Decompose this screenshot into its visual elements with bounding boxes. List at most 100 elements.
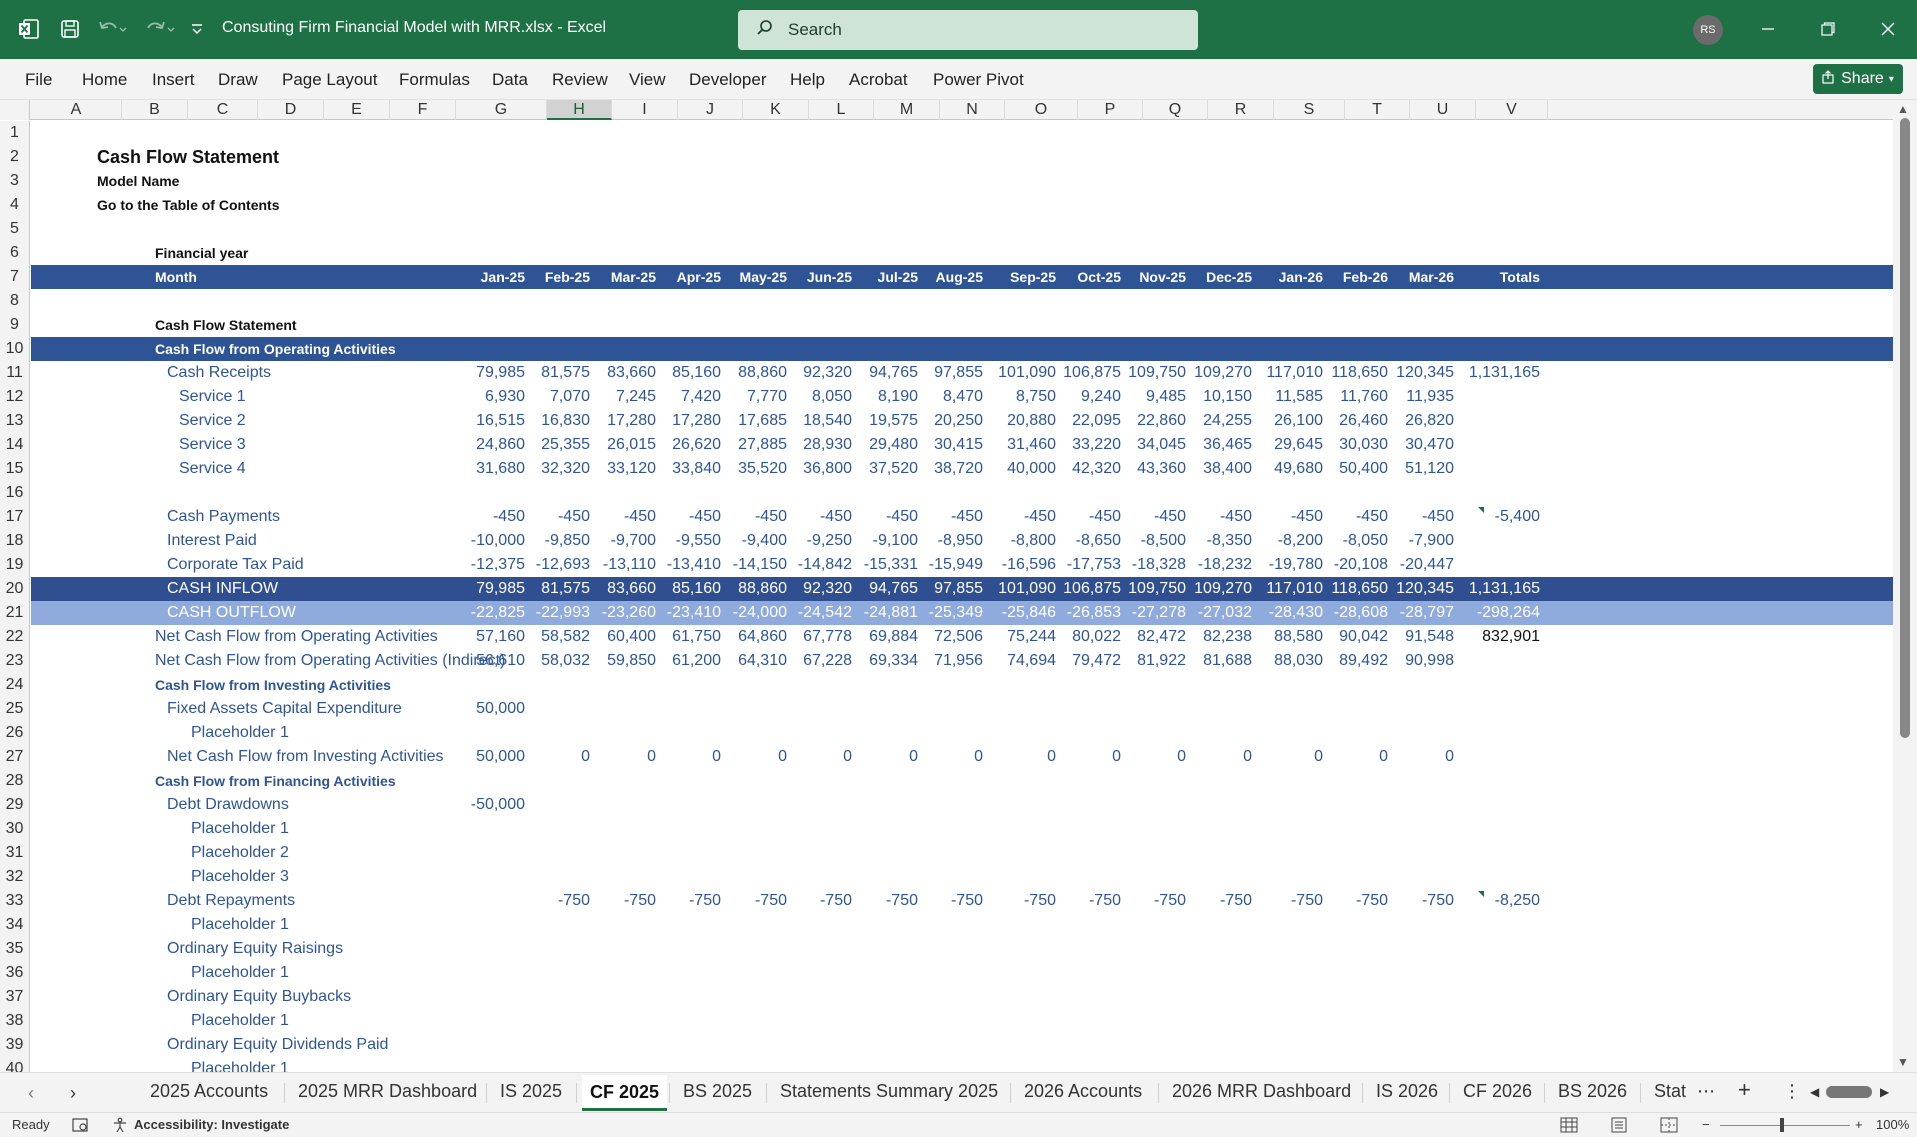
value-cell[interactable]: -14,150 [732,556,787,573]
value-cell[interactable]: 92,320 [803,580,852,597]
menu-acrobat[interactable]: Acrobat [849,70,908,89]
add-sheet-icon[interactable]: + [1738,1077,1751,1102]
value-cell[interactable]: 109,750 [1128,364,1186,381]
scroll-up-icon[interactable]: ▲ [1897,102,1909,116]
minimize-icon[interactable] [1748,14,1788,44]
scroll-down-icon[interactable]: ▼ [1897,1055,1909,1069]
options-icon[interactable]: ⋮ [1783,1081,1801,1101]
value-cell[interactable]: -28,797 [1399,604,1454,621]
page-layout-view-icon[interactable] [1610,1117,1628,1136]
value-cell[interactable]: 89,492 [1339,652,1388,669]
menu-file[interactable]: File [25,70,53,89]
value-cell[interactable]: 17,685 [738,412,787,429]
value-cell[interactable]: -450 [688,508,721,525]
value-cell[interactable]: 19,575 [869,412,918,429]
value-cell[interactable]: 88,860 [738,580,787,597]
menu-page-layout[interactable]: Page Layout [282,70,378,89]
column-header-i[interactable]: I [612,100,678,120]
value-cell[interactable]: 67,228 [803,652,852,669]
row-header[interactable]: 40 [0,1057,30,1072]
value-cell[interactable]: -8,650 [1075,532,1121,549]
row-label[interactable]: Placeholder 1 [191,820,289,837]
value-cell[interactable]: -450 [623,508,656,525]
row-label[interactable]: Placeholder 1 [191,1012,289,1029]
row-label[interactable]: Financial year [155,245,249,261]
accessibility-icon[interactable] [112,1117,128,1136]
menu-data[interactable]: Data [492,70,528,89]
value-cell[interactable]: 40,000 [1007,460,1056,477]
column-header-l[interactable]: L [809,100,874,120]
row-label[interactable]: Service 3 [179,436,246,453]
menu-view[interactable]: View [629,70,666,89]
value-cell[interactable]: 8,750 [1015,388,1056,405]
row-header[interactable]: 25 [0,697,30,721]
row-label[interactable]: Cash Receipts [167,364,272,381]
value-cell[interactable]: -750 [885,892,918,909]
value-cell[interactable]: 17,280 [672,412,721,429]
value-cell[interactable]: 7,070 [549,388,590,405]
value-cell[interactable]: 7,245 [615,388,656,405]
value-cell[interactable]: Feb-25 [544,269,590,285]
row-label[interactable]: CASH OUTFLOW [167,604,296,621]
value-cell[interactable]: 0 [712,748,721,765]
value-cell[interactable]: 49,680 [1274,460,1323,477]
menu-home[interactable]: Home [82,70,128,89]
row-label[interactable]: Net Cash Flow from Operating Activities … [155,652,506,669]
hscroll-right-icon[interactable]: ▶ [1880,1085,1890,1099]
row-label[interactable]: Service 4 [179,460,246,477]
value-cell[interactable]: 33,840 [672,460,721,477]
zoom-slider-knob[interactable] [1780,1118,1784,1132]
value-cell[interactable]: 0 [778,748,787,765]
sheet-tab-statements-summary-2025[interactable]: Statements Summary 2025 [780,1081,999,1101]
value-cell[interactable]: 30,470 [1405,436,1454,453]
value-cell[interactable]: 60,400 [607,628,656,645]
value-cell[interactable]: 9,240 [1080,388,1121,405]
select-all-corner[interactable] [0,100,30,120]
value-cell[interactable]: 25,355 [541,436,590,453]
value-cell[interactable]: 0 [1047,748,1056,765]
value-cell[interactable]: 0 [647,748,656,765]
row-header[interactable]: 14 [0,433,30,457]
menu-formulas[interactable]: Formulas [399,70,470,89]
row-header[interactable]: 2 [0,145,30,169]
column-header-j[interactable]: J [678,100,743,120]
value-cell[interactable]: 59,850 [607,652,656,669]
tab-scroll-right-icon[interactable]: › [70,1083,76,1103]
sheet-tab-bs-2026[interactable]: BS 2026 [1558,1081,1628,1101]
value-cell[interactable]: 82,472 [1137,628,1186,645]
column-header-e[interactable]: E [324,100,390,120]
value-cell[interactable]: 6,930 [484,388,525,405]
value-cell[interactable]: 106,875 [1063,364,1121,381]
value-cell[interactable]: 81,575 [541,364,590,381]
row-label[interactable]: Cash Payments [167,508,280,525]
value-cell[interactable]: -450 [950,508,983,525]
value-cell[interactable]: Nov-25 [1139,269,1186,285]
row-header[interactable]: 19 [0,553,30,577]
value-cell[interactable]: -9,850 [544,532,590,549]
row-label[interactable]: Service 1 [179,388,246,405]
sheet-tab-is-2025[interactable]: IS 2025 [500,1081,563,1101]
sheet-tab-2026-mrr-dashboard[interactable]: 2026 MRR Dashboard [1172,1081,1352,1101]
column-header-o[interactable]: O [1005,100,1078,120]
row-label[interactable]: Month [155,269,197,285]
value-cell[interactable]: 27,885 [738,436,787,453]
row-header[interactable]: 23 [0,649,30,673]
value-cell[interactable]: -12,375 [470,556,525,573]
row-header[interactable]: 34 [0,913,30,937]
value-cell[interactable]: 67,778 [803,628,852,645]
sheet-tab-2025-accounts[interactable]: 2025 Accounts [150,1081,269,1101]
value-cell[interactable]: 0 [1445,748,1454,765]
tab-scroll-left-icon[interactable]: ‹ [28,1083,34,1103]
column-header-r[interactable]: R [1208,100,1274,120]
row-header[interactable]: 15 [0,457,30,481]
value-cell[interactable]: 31,460 [1007,436,1056,453]
value-cell[interactable]: 80,022 [1072,628,1121,645]
value-cell[interactable]: 117,010 [1266,364,1323,381]
value-cell[interactable]: -24,542 [797,604,852,621]
value-cell[interactable]: 30,415 [934,436,983,453]
value-cell[interactable]: 30,030 [1339,436,1388,453]
value-cell[interactable]: 56,610 [476,652,525,669]
value-cell[interactable]: 72,506 [934,628,983,645]
value-cell[interactable]: 11,760 [1340,388,1388,405]
